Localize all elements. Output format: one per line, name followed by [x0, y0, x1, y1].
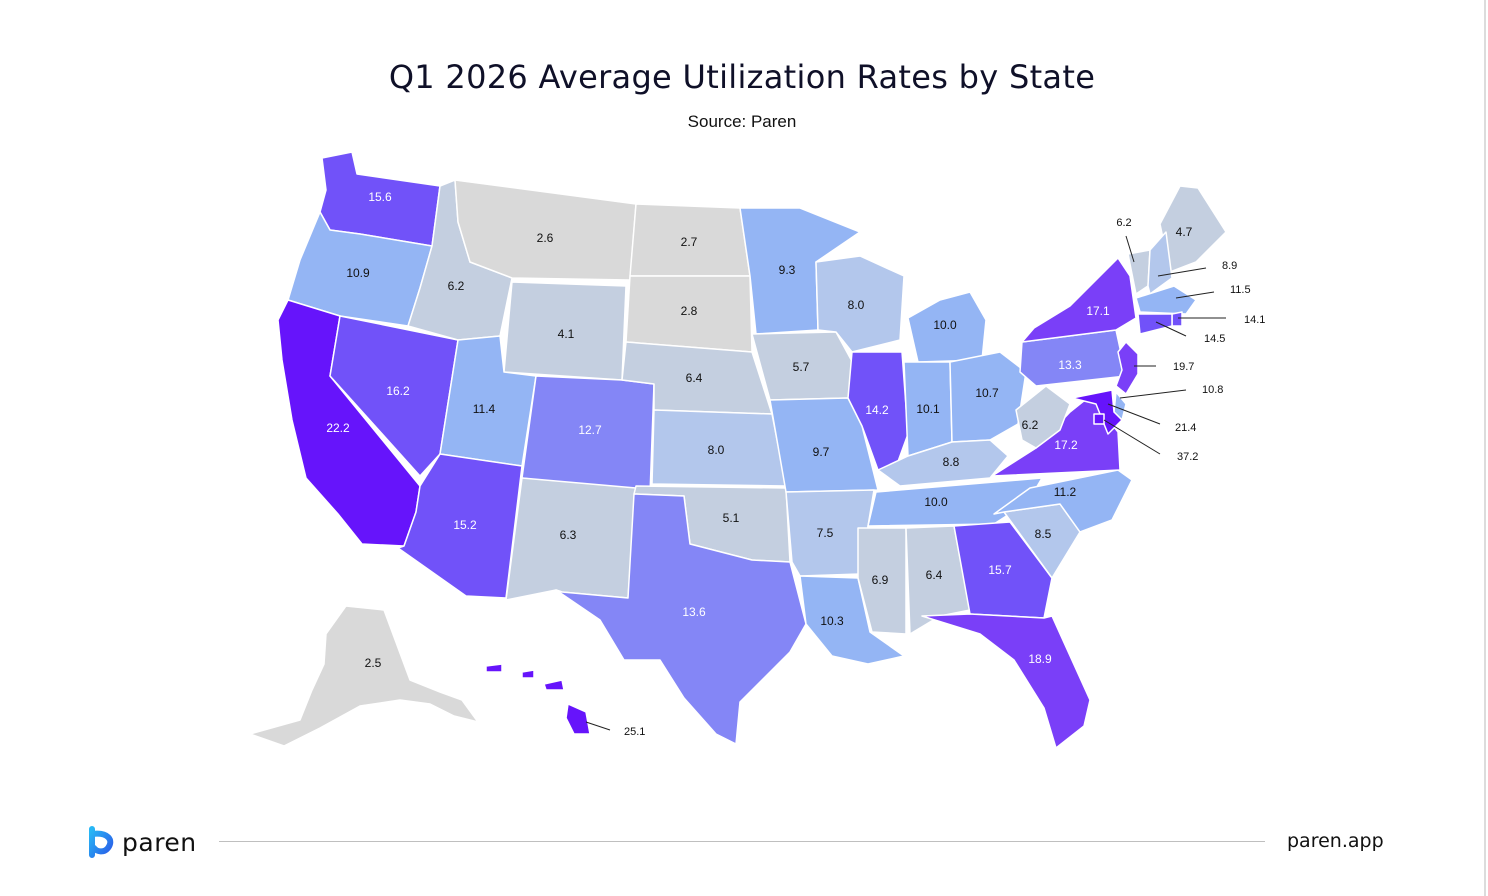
state-co: [521, 375, 655, 495]
page-edge: [1484, 0, 1486, 896]
state-label-va: 17.2: [1054, 438, 1078, 452]
state-label-in: 10.1: [916, 402, 940, 416]
state-label-wa: 15.6: [368, 190, 392, 204]
state-label-sc: 8.5: [1035, 527, 1052, 541]
state-label-nm: 6.3: [560, 528, 577, 542]
state-tx: [555, 493, 807, 745]
leader-line-hi: [585, 721, 611, 731]
state-hi: [485, 663, 591, 735]
state-label-tn: 10.0: [924, 495, 948, 509]
state-label-ia: 5.7: [793, 360, 810, 374]
state-label-il: 14.2: [865, 403, 889, 417]
state-label-vt: 6.2: [1116, 217, 1131, 229]
state-label-nd: 2.7: [681, 235, 698, 249]
state-label-ks: 8.0: [708, 443, 725, 457]
state-nh: [1147, 231, 1173, 295]
chart-subtitle: Source: Paren: [687, 112, 797, 131]
state-label-fl: 18.9: [1028, 652, 1052, 666]
leader-line-ct: [1155, 321, 1187, 337]
state-label-ca: 22.2: [326, 421, 350, 435]
state-label-mi: 10.0: [933, 318, 957, 332]
state-label-tx: 13.6: [682, 605, 706, 619]
state-label-ga: 15.7: [988, 563, 1012, 577]
state-label-mt: 2.6: [537, 231, 554, 245]
state-label-al: 6.4: [926, 568, 943, 582]
state-ak: [249, 605, 479, 747]
state-label-mo: 9.7: [813, 445, 830, 459]
state-label-wi: 8.0: [848, 298, 865, 312]
state-ms: [857, 527, 907, 635]
state-mt: [454, 179, 637, 281]
brand-name: paren: [122, 827, 197, 857]
leader-line-md: [1107, 403, 1161, 425]
state-label-ne: 6.4: [686, 371, 703, 385]
state-label-md: 21.4: [1175, 422, 1196, 434]
us-choropleth-map: 15.6 10.9 22.2 16.2 6.2 2.6 4.1 11.4 15.2 12.7 6.3…: [249, 151, 1265, 749]
state-ga: [953, 521, 1053, 619]
state-label-az: 15.2: [453, 518, 477, 532]
state-nv: [329, 315, 459, 477]
state-label-co: 12.7: [578, 423, 602, 437]
state-ny: [1021, 257, 1137, 343]
state-label-nv: 16.2: [386, 384, 410, 398]
state-wv: [1015, 385, 1071, 449]
state-label-wy: 4.1: [558, 327, 575, 341]
state-dc: [1093, 413, 1105, 425]
state-label-ar: 7.5: [817, 526, 834, 540]
state-label-nh: 8.9: [1222, 260, 1237, 272]
state-label-id: 6.2: [448, 279, 465, 293]
brand: paren: [86, 824, 197, 860]
state-fl: [921, 613, 1091, 749]
state-label-mn: 9.3: [779, 263, 796, 277]
state-label-ky: 8.8: [943, 455, 960, 469]
state-label-ct: 14.5: [1204, 333, 1225, 345]
state-label-or: 10.9: [346, 266, 370, 280]
state-ar: [785, 489, 875, 577]
state-label-ms: 6.9: [872, 573, 889, 587]
state-wi: [815, 255, 905, 353]
state-label-ok: 5.1: [723, 511, 740, 525]
state-label-nc: 11.2: [1054, 485, 1077, 499]
state-ri: [1171, 311, 1183, 327]
state-label-ri: 14.1: [1244, 314, 1265, 326]
state-al: [905, 525, 971, 635]
chart-title: Q1 2026 Average Utilization Rates by Sta…: [388, 58, 1096, 96]
state-label-pa: 13.3: [1058, 358, 1082, 372]
state-label-dc: 37.2: [1177, 451, 1198, 463]
leader-line-vt: [1125, 235, 1135, 263]
leader-line-de: [1119, 389, 1187, 399]
state-ky: [877, 439, 1009, 487]
leader-line-dc: [1103, 419, 1161, 455]
state-mo: [769, 397, 879, 493]
state-label-me: 4.7: [1176, 225, 1193, 239]
state-ct: [1137, 313, 1173, 335]
state-label-sd: 2.8: [681, 304, 698, 318]
paren-logo-icon: [89, 826, 114, 858]
state-label-wv: 6.2: [1022, 418, 1039, 432]
leader-line-ma: [1175, 291, 1215, 299]
state-label-de: 10.8: [1202, 384, 1223, 396]
state-label-nj: 19.7: [1173, 361, 1194, 373]
state-label-ak: 2.5: [365, 656, 382, 670]
state-label-ma: 11.5: [1230, 284, 1251, 296]
state-nj: [1115, 341, 1139, 395]
state-nc: [993, 469, 1133, 533]
state-label-hi: 25.1: [624, 726, 645, 738]
state-label-oh: 10.7: [975, 386, 999, 400]
leader-line-nh: [1157, 267, 1207, 277]
state-label-ny: 17.1: [1086, 304, 1110, 318]
state-ma: [1135, 285, 1197, 315]
state-label-ut: 11.4: [473, 402, 496, 416]
state-az: [397, 453, 523, 599]
state-label-la: 10.3: [820, 614, 844, 628]
site-link[interactable]: paren.app: [1287, 830, 1384, 852]
footer-divider: [219, 841, 1265, 842]
